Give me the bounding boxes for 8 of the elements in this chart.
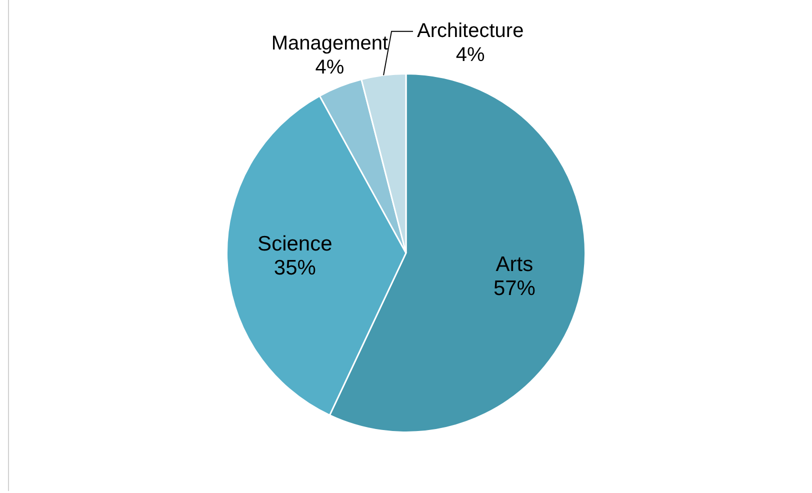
data-label: 57% <box>493 277 536 300</box>
slice-label: Science <box>258 232 332 256</box>
slice-label: Architecture <box>416 20 524 42</box>
slice-label: Management <box>271 32 389 54</box>
slice-label: Arts <box>496 253 534 276</box>
data-label: 35% <box>274 256 316 280</box>
data-label: 4% <box>315 56 344 78</box>
data-label: 4% <box>456 44 486 66</box>
